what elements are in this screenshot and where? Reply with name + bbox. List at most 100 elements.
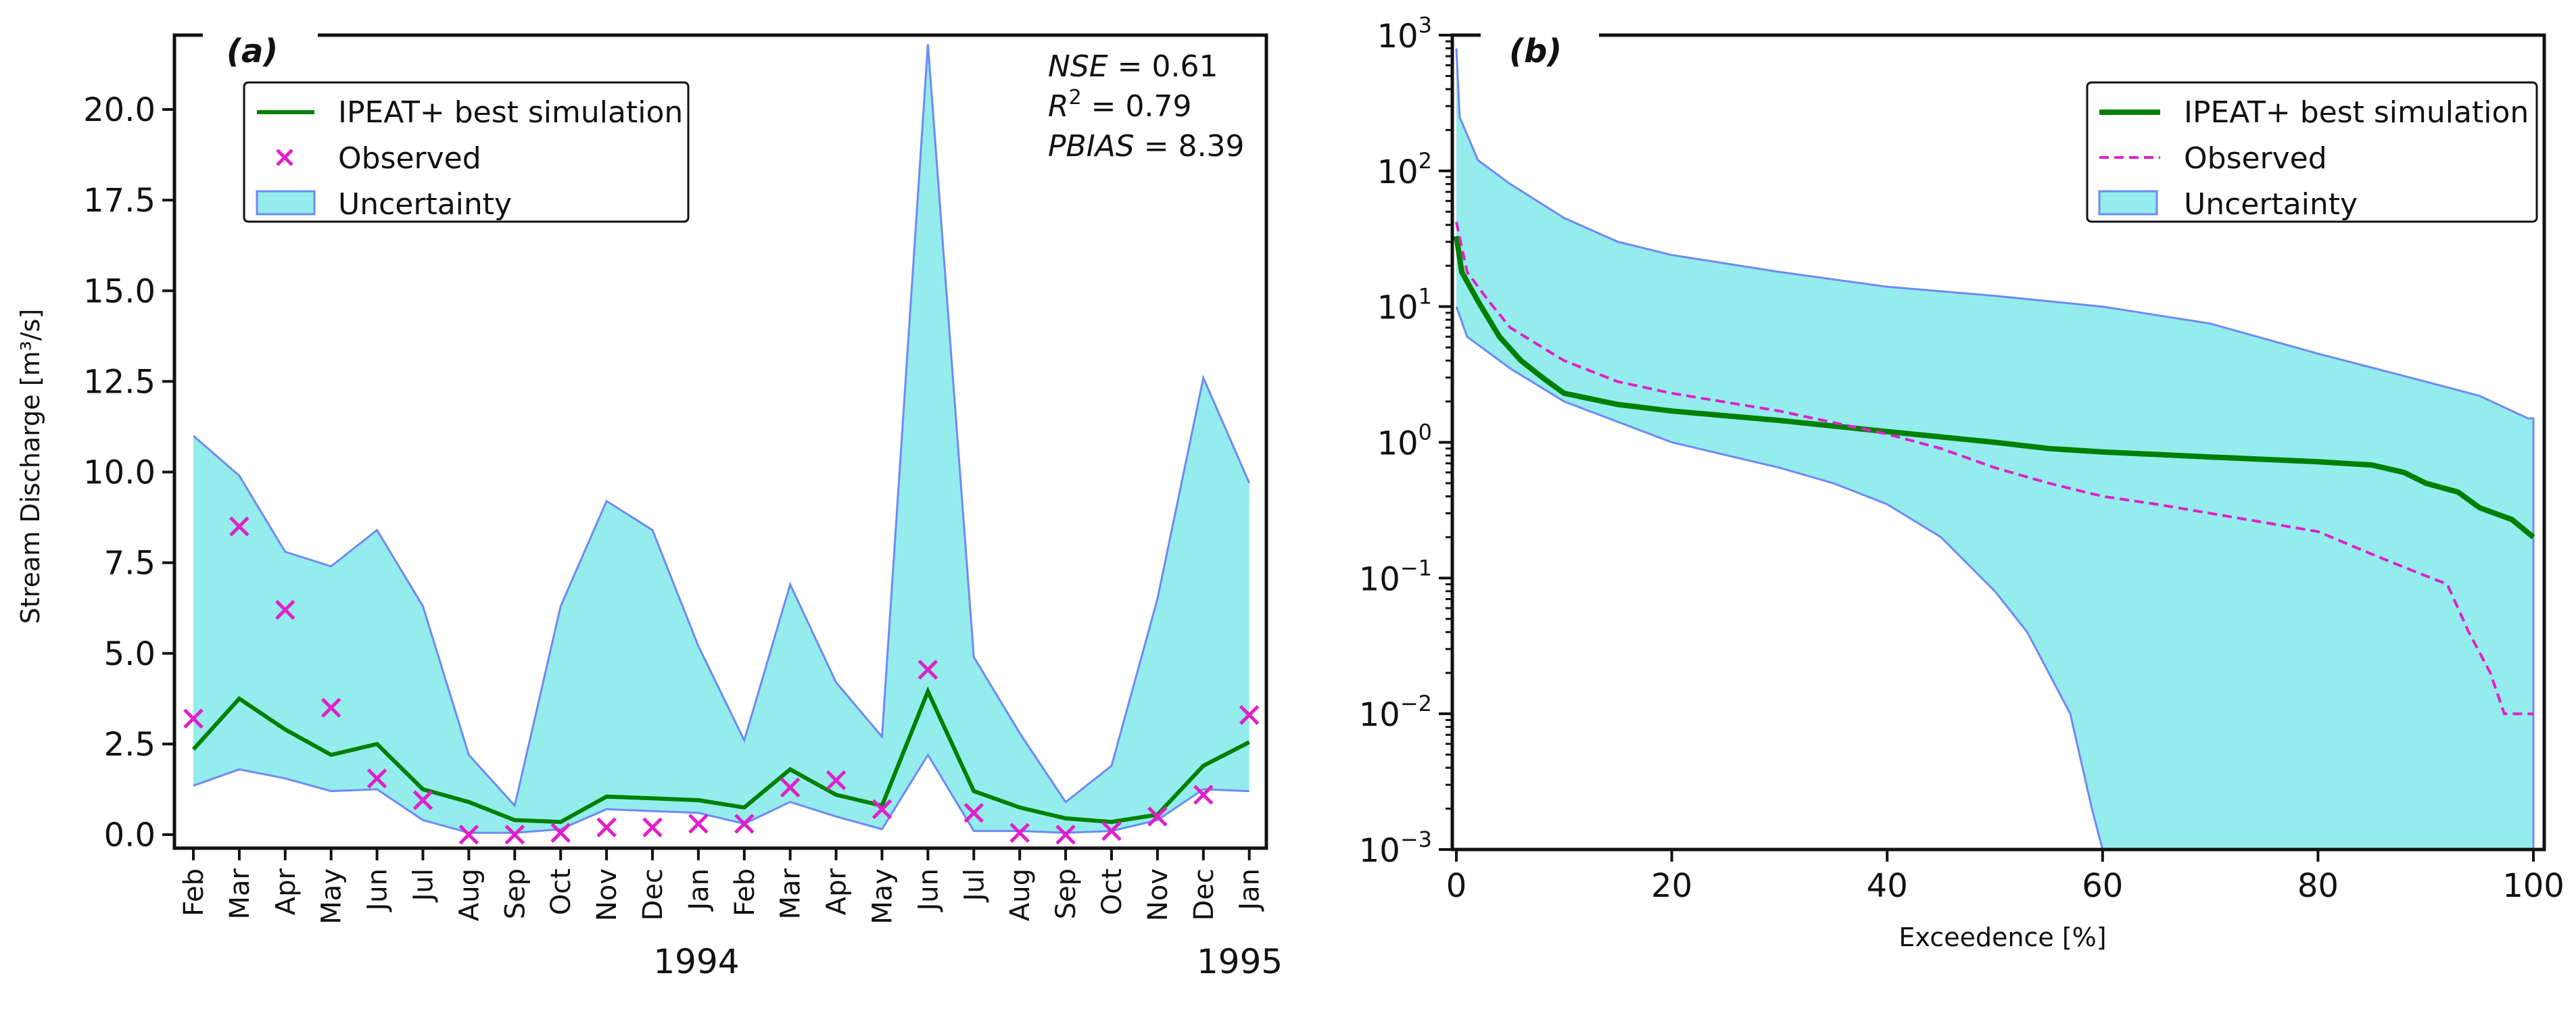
observed-point bbox=[1055, 825, 1076, 845]
x-tick-label: Feb bbox=[178, 868, 210, 916]
axes-frame bbox=[1450, 33, 2546, 852]
legend-entry: Uncertainty bbox=[2184, 187, 2358, 222]
simulation-line bbox=[1454, 235, 2535, 539]
x-tick-label: 40 bbox=[1867, 867, 1908, 905]
observed-point bbox=[734, 814, 755, 834]
uncertainty-band bbox=[193, 44, 1249, 833]
y-tick-label: 102 bbox=[1377, 148, 1432, 191]
observed-point bbox=[1193, 785, 1214, 805]
x-tick-label: Mar bbox=[224, 868, 256, 919]
x-tick-label: Jul bbox=[408, 868, 439, 903]
observed-point bbox=[596, 817, 617, 838]
x-tick-label: Dec bbox=[638, 868, 669, 920]
observed-point bbox=[642, 817, 663, 838]
uncertainty-lower-edge bbox=[193, 753, 1249, 834]
observed-point bbox=[229, 516, 249, 537]
observed-point bbox=[688, 814, 709, 834]
simulation-line bbox=[191, 686, 1251, 825]
y-tick-label: 101 bbox=[1377, 284, 1432, 327]
observed-point bbox=[826, 770, 846, 791]
panel-label: (a) bbox=[226, 32, 278, 70]
uncertainty-upper-edge bbox=[193, 44, 1251, 808]
y-tick-label: 2.5 bbox=[104, 726, 156, 764]
legend-entry: IPEAT+ best simulation bbox=[338, 95, 683, 130]
observed-point bbox=[183, 708, 204, 729]
y-tick-label: 12.5 bbox=[83, 363, 156, 401]
x-tick-label: Dec bbox=[1189, 868, 1220, 920]
x-tick-label: Jan bbox=[1235, 868, 1266, 912]
y-tick-label: 7.5 bbox=[104, 545, 156, 583]
x-tick-label: May bbox=[316, 868, 348, 925]
legend: IPEAT+ best simulation Observed Uncertaint… bbox=[2086, 81, 2538, 223]
uncertainty-band bbox=[1456, 48, 2533, 850]
observed-point bbox=[1147, 806, 1168, 827]
panel-label: (b) bbox=[1509, 32, 1562, 70]
x-tick-label: Jun bbox=[362, 868, 393, 913]
x-tick-label: Jul bbox=[959, 868, 990, 903]
x-tick-label: Aug bbox=[1005, 868, 1036, 921]
x-axis-label: Exceedence [%] bbox=[1899, 922, 2106, 952]
y-tick-label: 103 bbox=[1377, 12, 1432, 55]
year-label-1994: 1994 bbox=[653, 942, 739, 981]
observed-point bbox=[550, 822, 571, 843]
observed-point bbox=[275, 599, 295, 620]
legend-box bbox=[2086, 81, 2538, 223]
legend-unc-swatch bbox=[2098, 190, 2158, 216]
legend-entry: Observed bbox=[338, 141, 481, 176]
x-tick-label: Jun bbox=[913, 868, 944, 913]
x-tick-label: Oct bbox=[1097, 868, 1128, 915]
y-tick-label: 100 bbox=[1377, 420, 1432, 463]
observed-point bbox=[320, 697, 341, 718]
panel-b: (b) 103 102 101 100 10−1 10−2 10−3 0 20 40 60 80 100 E… bbox=[1359, 12, 2565, 952]
y-tick-label: 15.0 bbox=[83, 272, 156, 310]
legend-entry: Uncertainty bbox=[338, 187, 512, 222]
observed-point bbox=[1239, 705, 1260, 725]
x-tick-label: 0 bbox=[1446, 867, 1467, 905]
stat-pbias: PBIAS = 8.39 bbox=[1048, 129, 1245, 164]
x-tick-label: 100 bbox=[2502, 867, 2565, 905]
x-tick-label: Sep bbox=[1051, 868, 1082, 919]
observed-point bbox=[780, 777, 801, 798]
x-tick-label: Mar bbox=[776, 868, 807, 919]
y-tick-label: 20.0 bbox=[83, 91, 156, 129]
observed-point bbox=[1101, 820, 1122, 841]
observed-line bbox=[1455, 222, 2533, 716]
legend-box bbox=[243, 81, 690, 223]
observed-point bbox=[458, 825, 479, 845]
legend-entry: IPEAT+ best simulation bbox=[2184, 95, 2529, 130]
x-tick-label: 20 bbox=[1651, 867, 1692, 905]
x-tick-label: Sep bbox=[500, 868, 531, 919]
y-axis-label: Stream Discharge [m³/s] bbox=[16, 309, 45, 624]
y-tick-label: 0.0 bbox=[104, 816, 156, 854]
x-tick-label: Oct bbox=[546, 868, 577, 915]
stat-r: R2 = 0.79 bbox=[1048, 86, 1191, 124]
x-tick-label: 60 bbox=[2082, 867, 2123, 905]
observed-point bbox=[412, 790, 433, 810]
x-tick-label: Apr bbox=[270, 868, 302, 915]
legend-entry: Observed bbox=[2184, 141, 2327, 176]
observed-point bbox=[872, 799, 892, 820]
x-tick-label: Jan bbox=[684, 868, 715, 912]
y-tick-label: 10.0 bbox=[83, 454, 156, 492]
year-label-1995: 1995 bbox=[1197, 942, 1283, 981]
panel-a: (a) 0.0 2.5 5.0 7.5 10.0 12.5 15.0 17.5 20.0 Feb Ma… bbox=[16, 32, 1283, 981]
legend-unc-swatch bbox=[256, 190, 316, 216]
observed-point bbox=[366, 768, 387, 789]
x-tick-label: May bbox=[867, 868, 899, 925]
legend-obs-swatch bbox=[276, 149, 293, 166]
observed-point bbox=[504, 825, 525, 845]
y-tick-label: 10−3 bbox=[1359, 827, 1432, 870]
observed-point bbox=[1009, 822, 1030, 843]
uncertainty-lower-edge bbox=[1455, 306, 2104, 850]
x-tick-label: Apr bbox=[821, 868, 853, 915]
x-tick-label: 80 bbox=[2297, 867, 2339, 905]
x-tick-label: Nov bbox=[1143, 868, 1174, 921]
y-tick-label: 5.0 bbox=[104, 635, 156, 673]
y-tick-label: 17.5 bbox=[83, 182, 156, 220]
observed-point bbox=[917, 660, 938, 680]
x-tick-label: Aug bbox=[454, 868, 485, 921]
stat-nse: NSE = 0.61 bbox=[1048, 49, 1218, 84]
observed-point bbox=[963, 803, 984, 823]
y-tick-label: 10−2 bbox=[1359, 691, 1432, 734]
